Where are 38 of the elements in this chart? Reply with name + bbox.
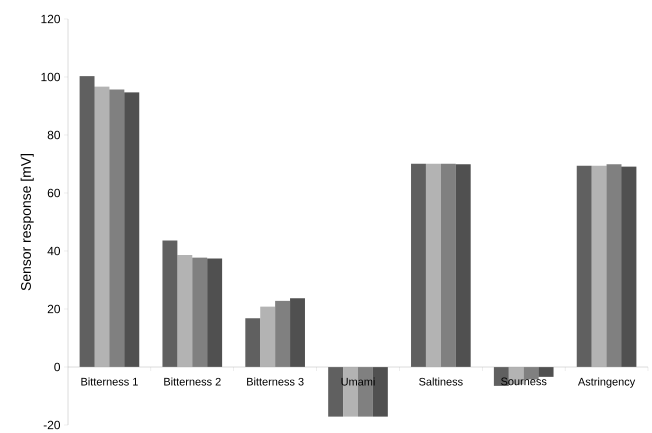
bar	[192, 258, 208, 367]
bar	[177, 255, 192, 367]
bar	[621, 166, 636, 367]
x-tick-label: Bitterness 1	[81, 378, 138, 386]
y-tick-label: 80	[48, 130, 60, 140]
x-tick-label: Saltiness	[419, 378, 463, 386]
bar	[94, 86, 110, 367]
bar	[80, 76, 95, 367]
bar	[411, 164, 426, 367]
bar	[456, 164, 471, 367]
bar	[440, 164, 456, 367]
bar	[290, 298, 305, 367]
x-tick-label: Bitterness 2	[164, 378, 221, 386]
bar	[524, 367, 539, 380]
y-tick-label: 120	[41, 14, 60, 24]
y-tick-label: -20	[44, 420, 60, 430]
bar	[275, 300, 290, 367]
bar	[245, 318, 260, 367]
bar	[592, 166, 607, 367]
bar	[260, 306, 276, 367]
x-tick-label: Umami	[341, 378, 375, 386]
y-tick-label: 100	[41, 72, 60, 82]
y-tick-label: 0	[54, 362, 60, 372]
y-axis-title: Sensor response [mV]	[20, 154, 34, 290]
x-tick-label: Bitterness 3	[247, 378, 304, 386]
y-tick-label: 60	[48, 188, 60, 198]
bar	[606, 164, 622, 367]
bar	[538, 367, 554, 377]
bar	[162, 240, 178, 367]
y-tick-label: 20	[48, 304, 60, 314]
bar	[576, 166, 592, 367]
bar	[426, 164, 441, 367]
bar	[109, 89, 124, 367]
bar	[328, 367, 344, 417]
bar	[124, 92, 140, 367]
x-tick-label: Astringency	[578, 378, 636, 388]
bar	[207, 258, 222, 367]
y-tick-label: 40	[47, 246, 60, 256]
